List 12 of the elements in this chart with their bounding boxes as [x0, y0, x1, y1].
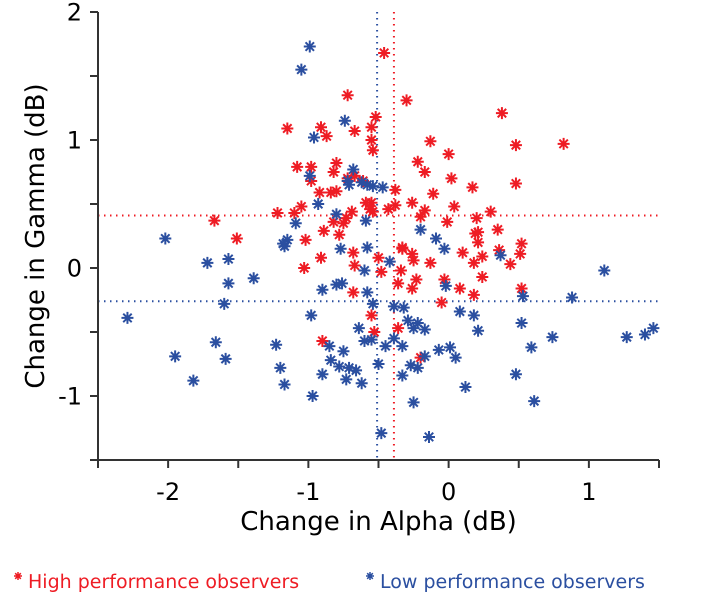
x-tick-label: -2 [156, 478, 180, 506]
x-tick-label: -1 [296, 478, 320, 506]
y-tick-label: -1 [58, 382, 82, 410]
y-tick-label: 1 [66, 126, 82, 154]
y-tick-label: 0 [66, 254, 82, 282]
x-tick-label: 1 [581, 478, 597, 506]
x-tick-label: 0 [440, 478, 456, 506]
x-axis-title: Change in Alpha (dB) [240, 507, 517, 537]
y-axis-title: Change in Gamma (dB) [21, 83, 51, 389]
legend-label: Low performance observers [380, 571, 645, 593]
y-tick-label: 2 [66, 0, 82, 26]
legend-label: High performance observers [28, 571, 300, 593]
